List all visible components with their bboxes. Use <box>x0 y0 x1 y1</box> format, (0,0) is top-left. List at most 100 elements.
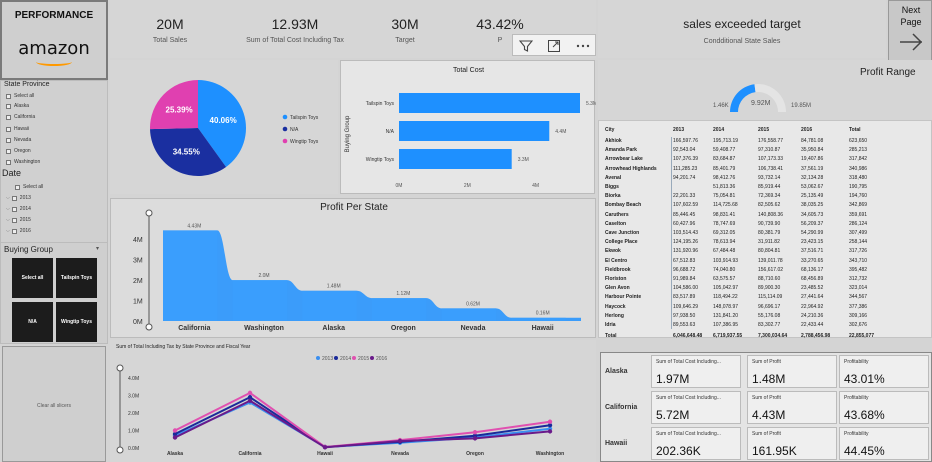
data-label: 1.12M <box>396 291 410 297</box>
table-cell: 32,134.28 <box>801 174 824 181</box>
kpi-total-cost-value: 12.93M <box>271 16 319 32</box>
table-cell: 68,456.89 <box>801 276 824 282</box>
date-option[interactable]: ⌵ 2016 <box>6 228 31 234</box>
buying-tile-select-all[interactable]: Select all <box>12 258 53 298</box>
table-cell: 139,011.78 <box>758 257 783 264</box>
table-cell: 91,989.84 <box>673 276 696 282</box>
state-option[interactable]: Oregon <box>6 148 31 154</box>
table-cell: 72,369.34 <box>758 193 781 200</box>
table-cell: 85,401.79 <box>713 165 736 172</box>
table-cell: 286,124 <box>849 220 868 227</box>
x-category-label: Washington <box>244 325 284 332</box>
table-cell: 111,285.23 <box>673 165 698 172</box>
matrix-cell: Sum of Total Cost Including... 1.97M <box>651 355 741 388</box>
table-cell: 156,617.02 <box>758 266 784 273</box>
table-cell: 343,710 <box>849 257 868 264</box>
table-cell: 118,494.22 <box>713 294 738 301</box>
table-cell: Avenal <box>605 174 622 181</box>
buying-tile-tailspin[interactable]: Tailspin Toys <box>56 258 97 298</box>
filter-icon[interactable] <box>518 39 534 53</box>
total-cost-bar <box>399 121 550 141</box>
buying-tile-wingtip[interactable]: Wingtip Toys <box>56 302 97 342</box>
table-cell: 23,423.15 <box>801 239 824 246</box>
gauge-fill <box>730 84 756 112</box>
table-cell: 60,427.96 <box>673 220 696 227</box>
table-cell: 94,201.74 <box>673 174 696 181</box>
table-cell: 140,808.36 <box>758 211 784 218</box>
table-cell: 25,135.49 <box>801 193 824 200</box>
profit-state-title: Profit Per State <box>320 202 388 213</box>
table-cell: 6,719,937.55 <box>713 333 743 340</box>
bar-category-label: Tailspin Toys <box>366 101 395 107</box>
legend-dot <box>334 356 338 360</box>
chevron-down-icon[interactable]: ⌵ <box>6 195 10 201</box>
matrix-col-label: Sum of Profit <box>752 359 781 365</box>
state-option[interactable]: California <box>6 114 35 120</box>
table-cell: 98,412.76 <box>713 174 736 181</box>
table-cell: 90,739.90 <box>758 220 781 227</box>
matrix-cell: Profitability 43.01% <box>839 355 929 388</box>
chevron-down-icon[interactable]: ▾ <box>96 246 100 252</box>
more-options-icon[interactable] <box>575 39 591 53</box>
table-cell: 59,408.77 <box>713 147 736 154</box>
table-cell: 98,831.41 <box>713 211 736 218</box>
series-point <box>547 419 553 424</box>
table-cell: 80,381.79 <box>758 230 781 236</box>
legend-dot <box>282 138 288 144</box>
matrix-col-label: Profitability <box>844 395 869 401</box>
clear-slicers-button[interactable]: Clear all slicers <box>2 346 106 462</box>
date-option[interactable]: Select all <box>15 184 43 190</box>
matrix-cell: Sum of Total Cost Including... 202.36K <box>651 427 741 460</box>
table-cell: 312,732 <box>849 276 868 282</box>
table-cell: Caruthers <box>605 211 629 218</box>
chevron-down-icon[interactable]: ⌵ <box>6 217 10 223</box>
logo-card: PERFORMANCE amazon <box>0 0 108 80</box>
table-cell: 103,514.43 <box>673 230 699 236</box>
table-total-row: Total 6,046,648.48 6,719,937.55 7,300,034.6… <box>605 333 932 341</box>
next-page-button[interactable]: Next Page <box>888 0 932 62</box>
table-cell: 19,407.86 <box>801 156 824 163</box>
table-row: Avenal 94,201.74 98,412.76 93,732.14 32,134.… <box>605 175 932 183</box>
table-cell: 69,312.05 <box>713 230 736 236</box>
state-option[interactable]: Nevada <box>6 137 31 143</box>
area-segment <box>441 308 497 321</box>
matrix-value: 202.36K <box>656 444 701 458</box>
table-cell: College Place <box>605 239 638 246</box>
series-point <box>322 445 328 450</box>
profit-range-panel: Profit Range 1.46K 9.92M 19.85M <box>598 60 932 120</box>
focus-mode-icon[interactable] <box>547 39 561 53</box>
table-cell: 309,166 <box>849 312 868 319</box>
table-cell: Haycock <box>605 303 626 310</box>
x-category-label: Nevada <box>391 451 409 457</box>
x-category-label: Nevada <box>461 325 486 332</box>
x-category-label: Alaska <box>322 325 345 332</box>
table-cell: Idria <box>605 322 616 328</box>
state-option[interactable]: Washington <box>6 159 40 165</box>
chevron-down-icon[interactable]: ⌵ <box>6 206 10 212</box>
table-cell: 96,696.17 <box>758 303 781 310</box>
table-row: Idria 89,553.63 107,386.95 83,302.77 22,433.… <box>605 322 932 330</box>
date-option[interactable]: ⌵ 2014 <box>6 206 31 212</box>
date-option[interactable]: ⌵ 2015 <box>6 217 31 223</box>
kpi-strip: 20M Total Sales 12.93M Sum of Total Cost… <box>110 0 596 58</box>
state-option[interactable]: Alaska <box>6 103 29 109</box>
chevron-down-icon[interactable]: ⌵ <box>6 228 10 234</box>
state-option[interactable]: Select all <box>6 93 34 99</box>
bar-value-label: 4.4M <box>555 129 566 135</box>
series-point <box>247 395 253 400</box>
matrix-value: 43.01% <box>844 372 885 386</box>
total-cost-bar-chart: Tailspin Toys 5.3M N/A 4.4M Wingtip Toys 3.3M… <box>366 93 596 189</box>
table-cell: Biggs <box>605 184 619 190</box>
series-point <box>472 430 478 435</box>
kpi-total-cost-label: Sum of Total Cost Including Tax <box>246 37 344 44</box>
table-header-cell: 2015 <box>758 127 770 133</box>
kpi-target-value: 30M <box>391 16 419 32</box>
profit-state-panel: Profit Per State 4M 3M 2M 1M 0M 4.43M Californ… <box>110 198 596 338</box>
table-cell: Cave Junction <box>605 230 640 236</box>
state-option[interactable]: Hawaii <box>6 126 29 132</box>
y-tick-label: 1.0M <box>128 429 139 435</box>
matrix-col-label: Profitability <box>844 431 869 437</box>
date-option[interactable]: ⌵ 2013 <box>6 195 31 201</box>
matrix-col-label: Sum of Total Cost Including... <box>656 359 721 365</box>
buying-tile-na[interactable]: N/A <box>12 302 53 342</box>
